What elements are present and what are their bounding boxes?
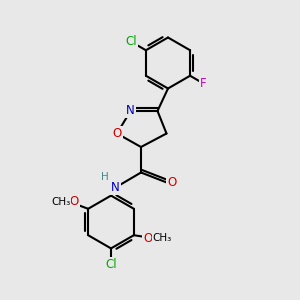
Text: N: N [126,104,135,118]
Text: Cl: Cl [105,257,117,271]
Text: O: O [143,232,153,245]
Text: O: O [69,195,79,208]
Text: CH₃: CH₃ [152,233,172,243]
Text: CH₃: CH₃ [51,196,70,207]
Text: Cl: Cl [126,35,137,49]
Text: O: O [167,176,176,190]
Text: H: H [101,172,109,182]
Text: O: O [112,127,122,140]
Text: N: N [111,181,120,194]
Text: F: F [200,77,206,90]
